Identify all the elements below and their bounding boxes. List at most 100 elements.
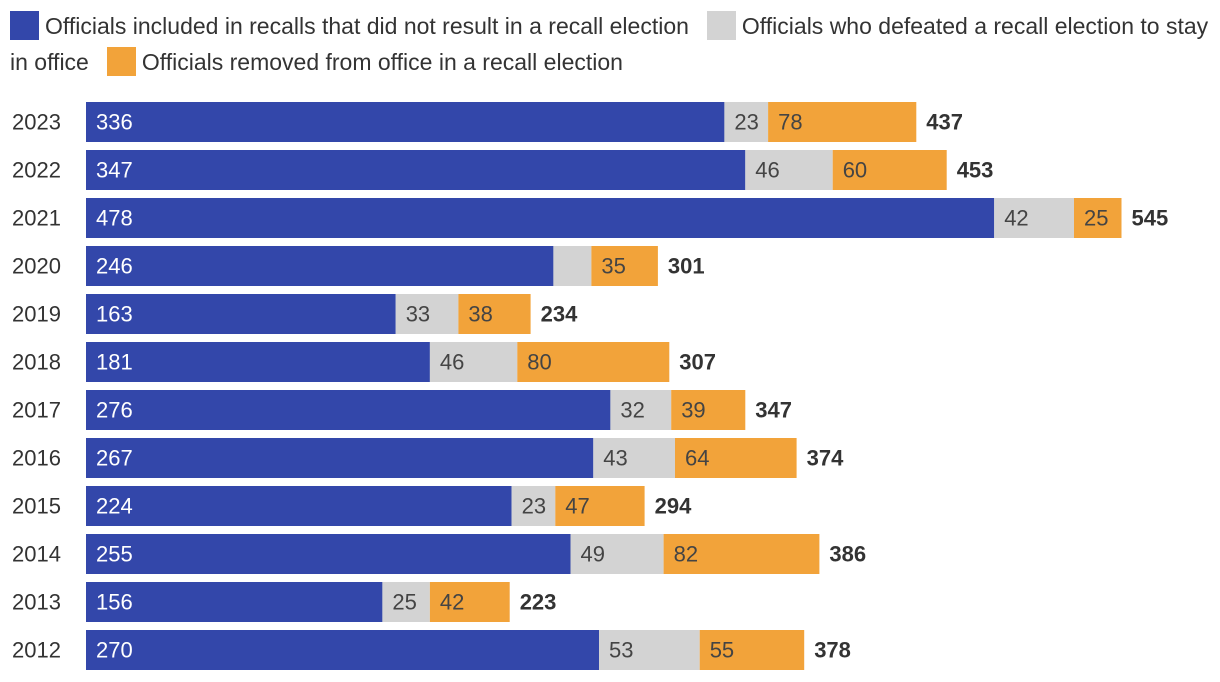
legend-swatch-defeated-recall <box>706 11 736 40</box>
bar-segment-2016-series-2 <box>675 438 797 478</box>
bar-segment-2021-series-2 <box>1074 198 1122 238</box>
segment-label-2017-series-1: 32 <box>620 398 644 423</box>
total-label-2017: 347 <box>755 398 792 423</box>
bar-segment-2021-series-1 <box>994 198 1074 238</box>
segment-label-2014-series-1: 49 <box>581 542 605 567</box>
legend-item-defeated-recall: Officials who defeated a recall election… <box>10 11 1208 75</box>
bar-segment-2014-series-1 <box>570 534 664 574</box>
segment-label-2022-series-1: 46 <box>755 158 779 183</box>
segment-label-2023-series-2: 78 <box>778 110 802 135</box>
total-label-2023: 437 <box>926 110 963 135</box>
legend-label-no-election: Officials included in recalls that did n… <box>45 13 689 39</box>
year-label-2016: 2016 <box>12 446 61 471</box>
bar-segment-2015-series-2 <box>555 486 645 526</box>
year-label-2014: 2014 <box>12 542 61 567</box>
bar-segment-2020-series-2 <box>591 246 658 286</box>
segment-label-2023-series-1: 23 <box>734 110 758 135</box>
bar-segment-2021-series-0 <box>86 198 995 238</box>
bar-segment-2014-series-0 <box>86 534 571 574</box>
year-label-2023: 2023 <box>12 110 61 135</box>
bar-segment-2017-series-0 <box>86 390 611 430</box>
total-label-2014: 386 <box>829 542 866 567</box>
bar-segment-2019-series-1 <box>395 294 459 334</box>
segment-label-2018-series-1: 46 <box>440 350 464 375</box>
bar-segment-2013-series-0 <box>86 582 383 622</box>
legend-item-removed: Officials removed from office in a recal… <box>106 47 623 76</box>
total-label-2013: 223 <box>520 590 557 615</box>
segment-label-2018-series-0: 181 <box>96 350 133 375</box>
legend-label-removed: Officials removed from office in a recal… <box>141 49 623 75</box>
bar-segment-2014-series-2 <box>663 534 820 574</box>
segment-label-2012-series-0: 270 <box>96 638 133 663</box>
bar-segment-2015-series-1 <box>511 486 556 526</box>
year-label-2012: 2012 <box>12 638 61 663</box>
bar-segment-2019-series-0 <box>86 294 396 334</box>
bar-segment-2016-series-1 <box>593 438 675 478</box>
segment-label-2020-series-2: 35 <box>601 254 625 279</box>
total-label-2016: 374 <box>807 446 844 471</box>
chart-legend: Officials included in recalls that did n… <box>10 8 1210 80</box>
segment-label-2016-series-0: 267 <box>96 446 133 471</box>
year-label-2020: 2020 <box>12 254 61 279</box>
segment-label-2023-series-0: 336 <box>96 110 133 135</box>
legend-swatch-removed <box>106 47 136 76</box>
segment-label-2014-series-0: 255 <box>96 542 133 567</box>
segment-label-2019-series-1: 33 <box>406 302 430 327</box>
segment-label-2022-series-2: 60 <box>843 158 867 183</box>
bar-segment-2022-series-0 <box>86 150 746 190</box>
legend-swatch-no-election <box>10 11 39 40</box>
bar-segment-2023-series-0 <box>86 102 725 142</box>
total-label-2019: 234 <box>541 302 578 327</box>
segment-label-2014-series-2: 82 <box>674 542 698 567</box>
segment-label-2015-series-2: 47 <box>565 494 589 519</box>
bar-segment-2023-series-1 <box>724 102 769 142</box>
bar-segment-2022-series-1 <box>745 150 833 190</box>
segment-label-2019-series-0: 163 <box>96 302 133 327</box>
year-label-2015: 2015 <box>12 494 61 519</box>
total-label-2020: 301 <box>668 254 705 279</box>
segment-label-2022-series-0: 347 <box>96 158 133 183</box>
segment-label-2021-series-1: 42 <box>1004 206 1028 231</box>
total-label-2021: 545 <box>1132 206 1169 231</box>
year-label-2018: 2018 <box>12 350 61 375</box>
bar-segment-2015-series-0 <box>86 486 512 526</box>
segment-label-2015-series-0: 224 <box>96 494 133 519</box>
bar-segment-2020-series-1 <box>553 246 592 286</box>
segment-label-2017-series-0: 276 <box>96 398 133 423</box>
segment-label-2013-series-0: 156 <box>96 590 133 615</box>
segment-label-2018-series-2: 80 <box>527 350 551 375</box>
total-label-2022: 453 <box>957 158 994 183</box>
bar-segment-2017-series-1 <box>610 390 672 430</box>
bar-segment-2020-series-0 <box>86 246 554 286</box>
bar-segment-2017-series-2 <box>671 390 746 430</box>
bar-segment-2023-series-2 <box>768 102 917 142</box>
total-label-2018: 307 <box>679 350 716 375</box>
segment-label-2017-series-2: 39 <box>681 398 705 423</box>
bar-segment-2013-series-1 <box>382 582 430 622</box>
bar-segment-2012-series-1 <box>599 630 700 670</box>
bar-segment-2016-series-0 <box>86 438 594 478</box>
bar-segment-2018-series-0 <box>86 342 430 382</box>
segment-label-2012-series-1: 53 <box>609 638 633 663</box>
segment-label-2020-series-0: 246 <box>96 254 133 279</box>
legend-item-no-election: Officials included in recalls that did n… <box>10 11 689 40</box>
segment-label-2012-series-2: 55 <box>710 638 734 663</box>
year-label-2022: 2022 <box>12 158 61 183</box>
year-label-2019: 2019 <box>12 302 61 327</box>
year-label-2013: 2013 <box>12 590 61 615</box>
segment-label-2021-series-2: 25 <box>1084 206 1108 231</box>
total-label-2012: 378 <box>814 638 851 663</box>
segment-label-2013-series-2: 42 <box>440 590 464 615</box>
segment-label-2016-series-1: 43 <box>603 446 627 471</box>
bar-segment-2018-series-2 <box>517 342 670 382</box>
bar-segment-2012-series-2 <box>699 630 805 670</box>
segment-label-2019-series-2: 38 <box>468 302 492 327</box>
bar-segment-2019-series-2 <box>458 294 531 334</box>
total-label-2015: 294 <box>655 494 692 519</box>
year-label-2017: 2017 <box>12 398 61 423</box>
bar-segment-2013-series-2 <box>429 582 510 622</box>
bar-segment-2012-series-0 <box>86 630 599 670</box>
year-label-2021: 2021 <box>12 206 61 231</box>
bar-segment-2018-series-1 <box>429 342 518 382</box>
